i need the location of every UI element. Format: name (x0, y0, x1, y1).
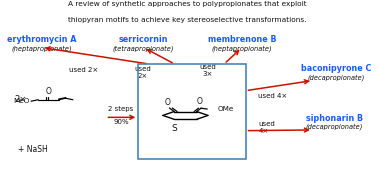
Text: OMe: OMe (217, 106, 234, 112)
Text: 2 steps: 2 steps (108, 106, 134, 112)
Text: used
3×: used 3× (199, 64, 216, 77)
Text: baconipyrone C: baconipyrone C (301, 64, 372, 73)
Text: thiopyran motifs to achieve key stereoselective transformations.: thiopyran motifs to achieve key stereose… (68, 17, 307, 23)
Text: (heptapropionate): (heptapropionate) (11, 46, 72, 52)
Text: erythromycin A: erythromycin A (7, 35, 77, 44)
Text: (tetraapropionate): (tetraapropionate) (113, 46, 174, 52)
Text: used
4×: used 4× (258, 121, 275, 134)
Text: O: O (45, 87, 51, 96)
Text: (decapropionate): (decapropionate) (306, 124, 363, 130)
Bar (138, 64, 246, 159)
Text: serricornin: serricornin (119, 35, 169, 44)
Text: used 2×: used 2× (69, 68, 98, 73)
Text: 2×: 2× (14, 95, 27, 104)
Text: O: O (196, 97, 202, 106)
Text: MeO: MeO (13, 98, 29, 104)
Text: (decapropionate): (decapropionate) (308, 74, 365, 81)
Text: O: O (165, 98, 171, 107)
Text: used
2×: used 2× (135, 66, 151, 79)
Text: A review of synthetic approaches to polypropionates that exploit: A review of synthetic approaches to poly… (68, 1, 307, 7)
Text: (heptapropionate): (heptapropionate) (212, 46, 272, 52)
Text: + NaSH: + NaSH (18, 145, 48, 154)
Text: 90%: 90% (113, 119, 129, 125)
Text: siphonarin B: siphonarin B (306, 114, 363, 123)
Text: used 4×: used 4× (258, 93, 288, 99)
Text: S: S (171, 124, 177, 133)
Text: membrenone B: membrenone B (208, 35, 276, 44)
